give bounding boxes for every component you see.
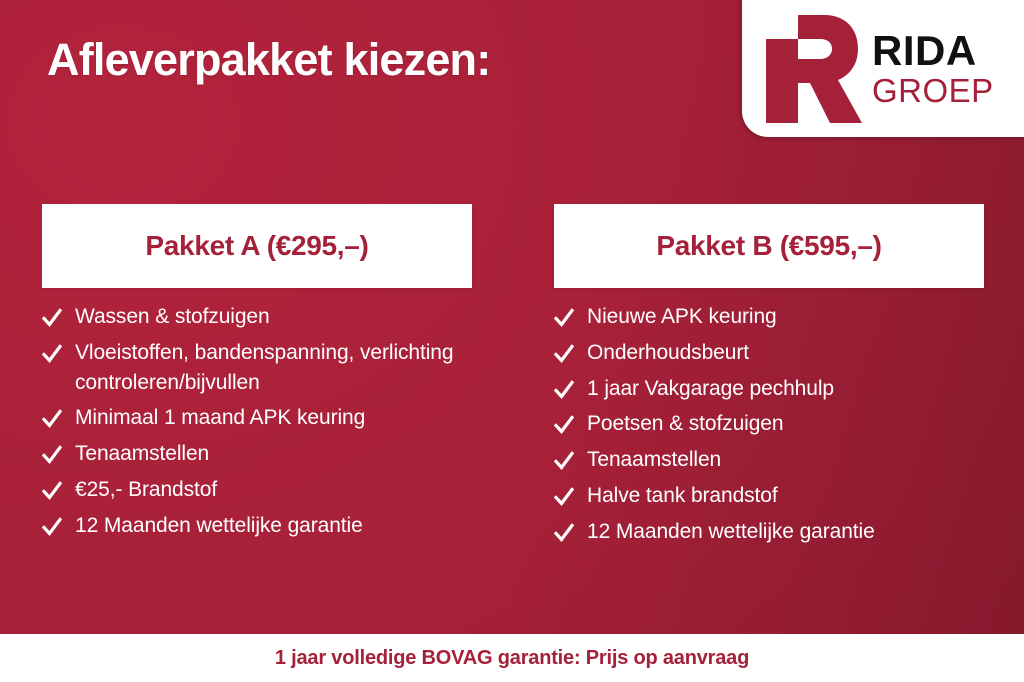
logo-wordmark: RIDA GROEP bbox=[872, 27, 994, 109]
feature-label: Wassen & stofzuigen bbox=[75, 305, 270, 328]
check-icon bbox=[41, 480, 63, 502]
list-item: Nieuwe APK keuring bbox=[553, 302, 974, 332]
list-item: Tenaamstellen bbox=[41, 439, 470, 469]
feature-label: Nieuwe APK keuring bbox=[587, 305, 777, 328]
rida-r-monogram-icon bbox=[758, 9, 866, 129]
feature-label: 12 Maanden wettelijke garantie bbox=[75, 513, 363, 537]
poster-header: Afleverpakket kiezen: bbox=[0, 0, 1024, 140]
list-item: 1 jaar Vakgarage pechhulp bbox=[553, 374, 974, 404]
feature-label: 12 Maanden wettelijke garantie bbox=[587, 519, 875, 543]
package-header-pakket-a: Pakket A (€295,–) bbox=[42, 204, 472, 288]
packages-container: Pakket A (€295,–) Wassen & stofzuigen bbox=[0, 204, 1024, 604]
feature-label: Minimaal 1 maand APK keuring bbox=[75, 406, 366, 430]
list-item: Poetsen & stofzuigen bbox=[553, 409, 974, 439]
check-icon bbox=[553, 414, 575, 436]
feature-label: Poetsen & stofzuigen bbox=[587, 412, 784, 436]
feature-label: Tenaamstellen bbox=[587, 448, 722, 472]
feature-list-pakket-b: Nieuwe APK keuring Onderhoudsbeurt bbox=[553, 302, 974, 547]
list-item: Wassen & stofzuigen bbox=[41, 302, 470, 332]
logo-brand-name: RIDA bbox=[872, 27, 977, 74]
list-item: Minimaal 1 maand APK keuring bbox=[41, 403, 470, 433]
feature-label: €25,- Brandstof bbox=[75, 478, 218, 502]
logo-brand-sub: GROEP bbox=[872, 72, 994, 109]
check-icon bbox=[553, 450, 575, 472]
feature-label: Tenaamstellen bbox=[75, 442, 210, 466]
check-icon bbox=[553, 343, 575, 365]
list-item: Onderhoudsbeurt bbox=[553, 338, 974, 368]
package-card-pakket-b[interactable]: Pakket B (€595,–) Nieuwe APK keuring bbox=[553, 204, 984, 553]
footer-text: 1 jaar volledige BOVAG garantie: Prijs o… bbox=[274, 646, 750, 669]
logo-panel: RIDA GROEP bbox=[742, 0, 1024, 137]
check-icon bbox=[553, 486, 575, 508]
check-icon bbox=[553, 522, 575, 544]
package-title-pakket-b: Pakket B (€595,–) bbox=[656, 230, 882, 261]
logo-inner: RIDA GROEP bbox=[742, 0, 1024, 137]
page-title: Afleverpakket kiezen: bbox=[47, 34, 491, 85]
footer-banner: 1 jaar volledige BOVAG garantie: Prijs o… bbox=[0, 634, 1024, 682]
list-item: €25,- Brandstof bbox=[41, 475, 470, 505]
check-icon bbox=[41, 444, 63, 466]
list-item: Halve tank brandstof bbox=[553, 481, 974, 511]
package-card-pakket-a[interactable]: Pakket A (€295,–) Wassen & stofzuigen bbox=[41, 204, 472, 547]
check-icon bbox=[41, 343, 63, 365]
feature-label: Vloeistoffen, bandenspanning, verlichtin… bbox=[75, 340, 454, 394]
check-icon bbox=[41, 307, 63, 329]
package-header-pakket-b: Pakket B (€595,–) bbox=[554, 204, 984, 288]
check-icon bbox=[41, 408, 63, 430]
list-item: 12 Maanden wettelijke garantie bbox=[553, 517, 974, 547]
list-item: Vloeistoffen, bandenspanning, verlichtin… bbox=[41, 338, 470, 398]
check-icon bbox=[41, 516, 63, 538]
feature-label: Halve tank brandstof bbox=[587, 484, 778, 508]
list-item: Tenaamstellen bbox=[553, 445, 974, 475]
feature-list-pakket-a: Wassen & stofzuigen Vloeistoffen, banden… bbox=[41, 302, 470, 541]
check-icon bbox=[553, 379, 575, 401]
check-icon bbox=[553, 307, 575, 329]
feature-label: 1 jaar Vakgarage pechhulp bbox=[587, 376, 834, 400]
feature-label: Onderhoudsbeurt bbox=[587, 340, 749, 364]
package-title-pakket-a: Pakket A (€295,–) bbox=[145, 230, 369, 261]
list-item: 12 Maanden wettelijke garantie bbox=[41, 511, 470, 541]
